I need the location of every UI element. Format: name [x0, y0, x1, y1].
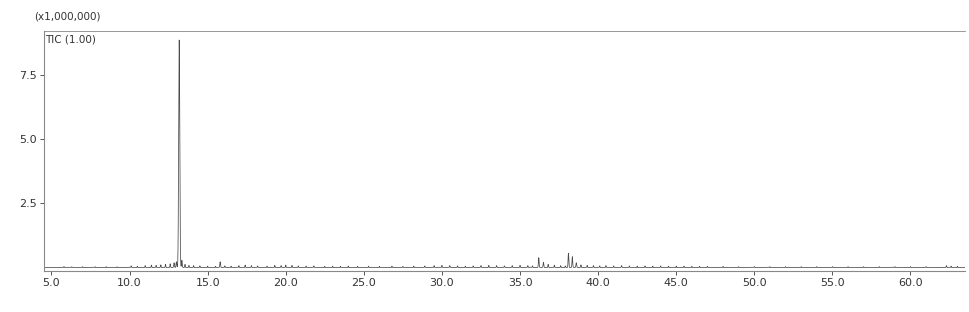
Text: TIC (1.00): TIC (1.00) — [46, 35, 96, 45]
Text: (x1,000,000): (x1,000,000) — [34, 12, 101, 22]
